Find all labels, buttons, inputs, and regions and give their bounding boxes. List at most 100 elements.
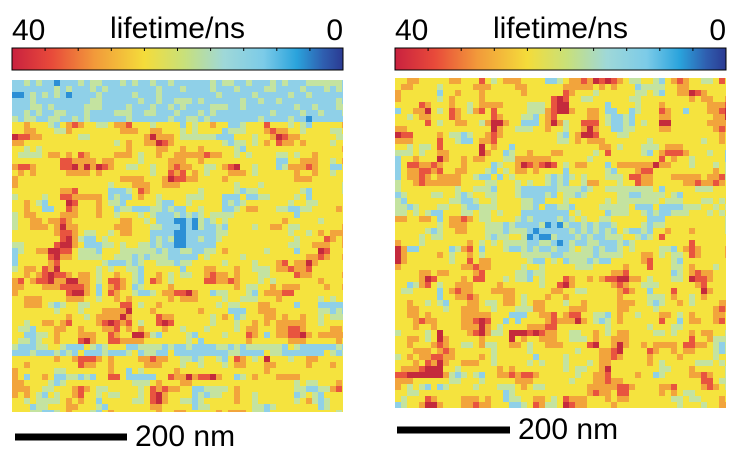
pixel — [102, 266, 108, 272]
pixel — [234, 164, 240, 170]
pixel — [204, 362, 210, 368]
pixel — [186, 266, 192, 272]
pixel — [156, 320, 162, 326]
pixel — [54, 152, 60, 158]
pixel — [174, 260, 180, 266]
pixel — [282, 152, 288, 158]
pixel — [683, 264, 689, 270]
pixel — [120, 266, 126, 272]
pixel — [629, 102, 635, 108]
pixel — [437, 132, 443, 138]
pixel — [318, 158, 324, 164]
pixel — [557, 192, 563, 198]
pixel — [156, 92, 162, 98]
pixel — [419, 78, 425, 84]
pixel — [671, 90, 677, 96]
pixel — [90, 98, 96, 104]
pixel — [342, 80, 343, 86]
pixel — [60, 392, 66, 398]
pixel — [36, 236, 42, 242]
pixel — [264, 110, 270, 116]
pixel — [288, 194, 294, 200]
pixel — [144, 260, 150, 266]
pixel — [689, 186, 695, 192]
pixel — [683, 126, 689, 132]
pixel — [66, 284, 72, 290]
pixel — [521, 150, 527, 156]
pixel — [659, 210, 665, 216]
pixel — [659, 252, 665, 258]
pixel — [258, 374, 264, 380]
pixel — [282, 188, 288, 194]
pixel — [198, 356, 204, 362]
pixel — [150, 356, 156, 362]
pixel — [485, 126, 491, 132]
pixel — [300, 284, 306, 290]
pixel — [545, 138, 551, 144]
pixel — [575, 264, 581, 270]
pixel — [521, 132, 527, 138]
pixel — [180, 182, 186, 188]
pixel — [491, 234, 497, 240]
pixel — [659, 240, 665, 246]
pixel — [503, 258, 509, 264]
pixel — [647, 150, 653, 156]
pixel — [659, 228, 665, 234]
pixel — [54, 392, 60, 398]
pixel — [156, 368, 162, 374]
pixel — [30, 404, 36, 410]
pixel — [54, 248, 60, 254]
pixel — [479, 264, 485, 270]
pixel — [270, 398, 276, 404]
pixel — [599, 264, 605, 270]
pixel — [276, 278, 282, 284]
pixel — [270, 152, 276, 158]
pixel — [336, 260, 342, 266]
pixel — [276, 128, 282, 134]
pixel — [156, 104, 162, 110]
pixel — [677, 168, 683, 174]
pixel — [312, 260, 318, 266]
pixel — [551, 180, 557, 186]
pixel — [186, 260, 192, 266]
pixel — [539, 126, 545, 132]
pixel — [210, 224, 216, 230]
pixel — [156, 374, 162, 380]
pixel — [276, 98, 282, 104]
pixel — [90, 242, 96, 248]
pixel — [479, 258, 485, 264]
pixel — [545, 162, 551, 168]
pixel — [581, 252, 587, 258]
pixel — [455, 162, 461, 168]
pixel — [300, 344, 306, 350]
pixel — [671, 114, 677, 120]
pixel — [132, 236, 138, 242]
pixel — [569, 246, 575, 252]
pixel — [78, 344, 84, 350]
pixel — [551, 204, 557, 210]
pixel — [12, 230, 18, 236]
pixel — [120, 386, 126, 392]
pixel — [401, 234, 407, 240]
pixel — [473, 252, 479, 258]
pixel — [84, 332, 90, 338]
pixel — [689, 240, 695, 246]
pixel — [521, 78, 527, 84]
pixel — [270, 326, 276, 332]
pixel — [234, 356, 240, 362]
pixel — [66, 236, 72, 242]
pixel — [144, 158, 150, 164]
pixel — [569, 258, 575, 264]
pixel — [503, 90, 509, 96]
pixel — [407, 186, 413, 192]
pixel — [102, 320, 108, 326]
pixel — [78, 362, 84, 368]
pixel — [240, 302, 246, 308]
pixel — [96, 224, 102, 230]
pixel — [306, 296, 312, 302]
pixel — [485, 120, 491, 126]
pixel — [425, 162, 431, 168]
pixel — [413, 270, 419, 276]
pixel — [515, 246, 521, 252]
pixel — [509, 132, 515, 138]
